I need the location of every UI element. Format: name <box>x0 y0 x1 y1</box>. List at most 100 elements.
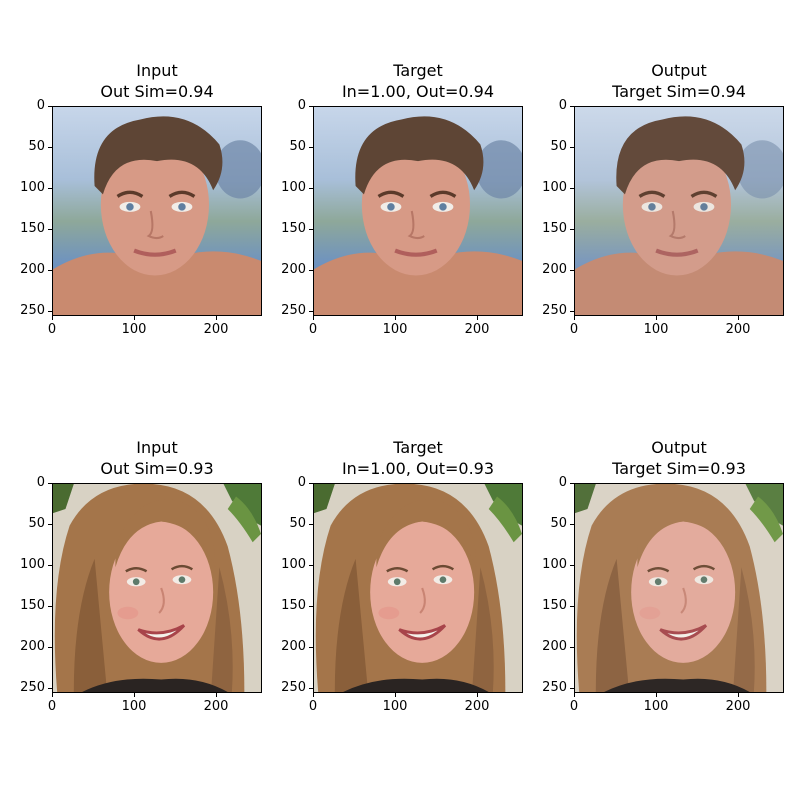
x-tick-label: 0 <box>308 322 318 337</box>
y-tick-mark <box>48 311 52 313</box>
x-tick-mark <box>738 693 740 697</box>
x-tick-mark <box>216 693 218 697</box>
y-tick-mark <box>309 188 313 190</box>
y-tick-mark <box>309 606 313 608</box>
panel-title-line1: Output <box>651 438 707 457</box>
y-tick-label: 0 <box>36 475 45 490</box>
y-tick-label: 100 <box>20 557 45 572</box>
y-tick-mark <box>570 106 574 108</box>
panel-title-line2: Out Sim=0.93 <box>100 459 214 478</box>
panel-title-line2: In=1.00, Out=0.93 <box>341 459 495 478</box>
y-tick-label: 200 <box>542 262 567 277</box>
y-tick-mark <box>309 270 313 272</box>
y-tick-mark <box>570 147 574 149</box>
x-tick-mark <box>477 316 479 320</box>
panel-title-line1: Target <box>393 438 443 457</box>
x-tick-mark <box>52 693 54 697</box>
x-tick-mark <box>313 693 315 697</box>
panel-title-line1: Output <box>651 61 707 80</box>
x-tick-label: 200 <box>725 699 751 714</box>
woman-face-picture <box>575 484 783 692</box>
y-tick-label: 0 <box>36 98 45 113</box>
y-tick-mark <box>570 483 574 485</box>
y-tick-label: 250 <box>542 303 567 318</box>
y-tick-label: 150 <box>20 221 45 236</box>
y-tick-mark <box>570 647 574 649</box>
y-tick-label: 200 <box>281 639 306 654</box>
y-tick-mark <box>309 688 313 690</box>
y-tick-mark <box>48 229 52 231</box>
x-tick-mark <box>216 316 218 320</box>
y-tick-mark <box>309 147 313 149</box>
y-tick-label: 100 <box>281 180 306 195</box>
panel-title-line1: Input <box>136 61 178 80</box>
x-tick-label: 100 <box>121 699 147 714</box>
y-tick-mark <box>48 647 52 649</box>
y-tick-label: 100 <box>281 557 306 572</box>
y-tick-label: 100 <box>542 180 567 195</box>
man-face-picture <box>314 107 522 315</box>
y-tick-label: 250 <box>20 680 45 695</box>
y-tick-label: 150 <box>542 598 567 613</box>
y-tick-label: 50 <box>289 139 306 154</box>
x-tick-mark <box>52 316 54 320</box>
x-tick-mark <box>574 316 576 320</box>
face-image-woman <box>313 483 523 693</box>
y-tick-label: 200 <box>20 262 45 277</box>
y-tick-mark <box>48 483 52 485</box>
y-tick-label: 150 <box>281 221 306 236</box>
y-tick-label: 250 <box>281 680 306 695</box>
y-tick-mark <box>309 229 313 231</box>
x-tick-mark <box>574 693 576 697</box>
x-tick-label: 200 <box>203 699 229 714</box>
y-tick-mark <box>570 311 574 313</box>
y-tick-mark <box>570 524 574 526</box>
x-tick-mark <box>738 316 740 320</box>
y-tick-label: 250 <box>542 680 567 695</box>
y-tick-mark <box>48 565 52 567</box>
y-tick-label: 150 <box>281 598 306 613</box>
x-tick-label: 100 <box>121 322 147 337</box>
x-tick-mark <box>656 316 658 320</box>
y-tick-label: 50 <box>550 516 567 531</box>
x-tick-label: 0 <box>569 699 579 714</box>
panel-title-line2: Out Sim=0.94 <box>100 82 214 101</box>
x-tick-label: 200 <box>464 322 490 337</box>
x-tick-mark <box>395 316 397 320</box>
y-tick-label: 50 <box>28 139 45 154</box>
y-tick-label: 150 <box>542 221 567 236</box>
x-tick-label: 200 <box>464 699 490 714</box>
y-tick-mark <box>48 270 52 272</box>
y-tick-mark <box>309 311 313 313</box>
y-tick-label: 0 <box>297 98 306 113</box>
y-tick-mark <box>48 688 52 690</box>
x-tick-label: 100 <box>643 322 669 337</box>
y-tick-label: 0 <box>297 475 306 490</box>
y-tick-mark <box>309 565 313 567</box>
y-tick-mark <box>48 188 52 190</box>
y-tick-mark <box>570 229 574 231</box>
y-tick-mark <box>309 524 313 526</box>
y-tick-mark <box>48 524 52 526</box>
face-image-man <box>52 106 262 316</box>
face-image-woman <box>574 483 784 693</box>
x-tick-mark <box>134 693 136 697</box>
x-tick-mark <box>395 693 397 697</box>
face-image-man <box>313 106 523 316</box>
y-tick-mark <box>48 106 52 108</box>
y-tick-label: 200 <box>281 262 306 277</box>
y-tick-mark <box>570 688 574 690</box>
y-tick-label: 50 <box>550 139 567 154</box>
y-tick-mark <box>570 606 574 608</box>
x-tick-label: 100 <box>382 699 408 714</box>
woman-face-picture <box>53 484 261 692</box>
x-tick-label: 200 <box>725 322 751 337</box>
x-tick-label: 100 <box>643 699 669 714</box>
y-tick-mark <box>570 565 574 567</box>
y-tick-mark <box>570 270 574 272</box>
y-tick-mark <box>48 606 52 608</box>
y-tick-label: 150 <box>20 598 45 613</box>
x-tick-label: 0 <box>47 699 57 714</box>
x-tick-label: 0 <box>569 322 579 337</box>
panel-title-line2: Target Sim=0.94 <box>612 82 746 101</box>
